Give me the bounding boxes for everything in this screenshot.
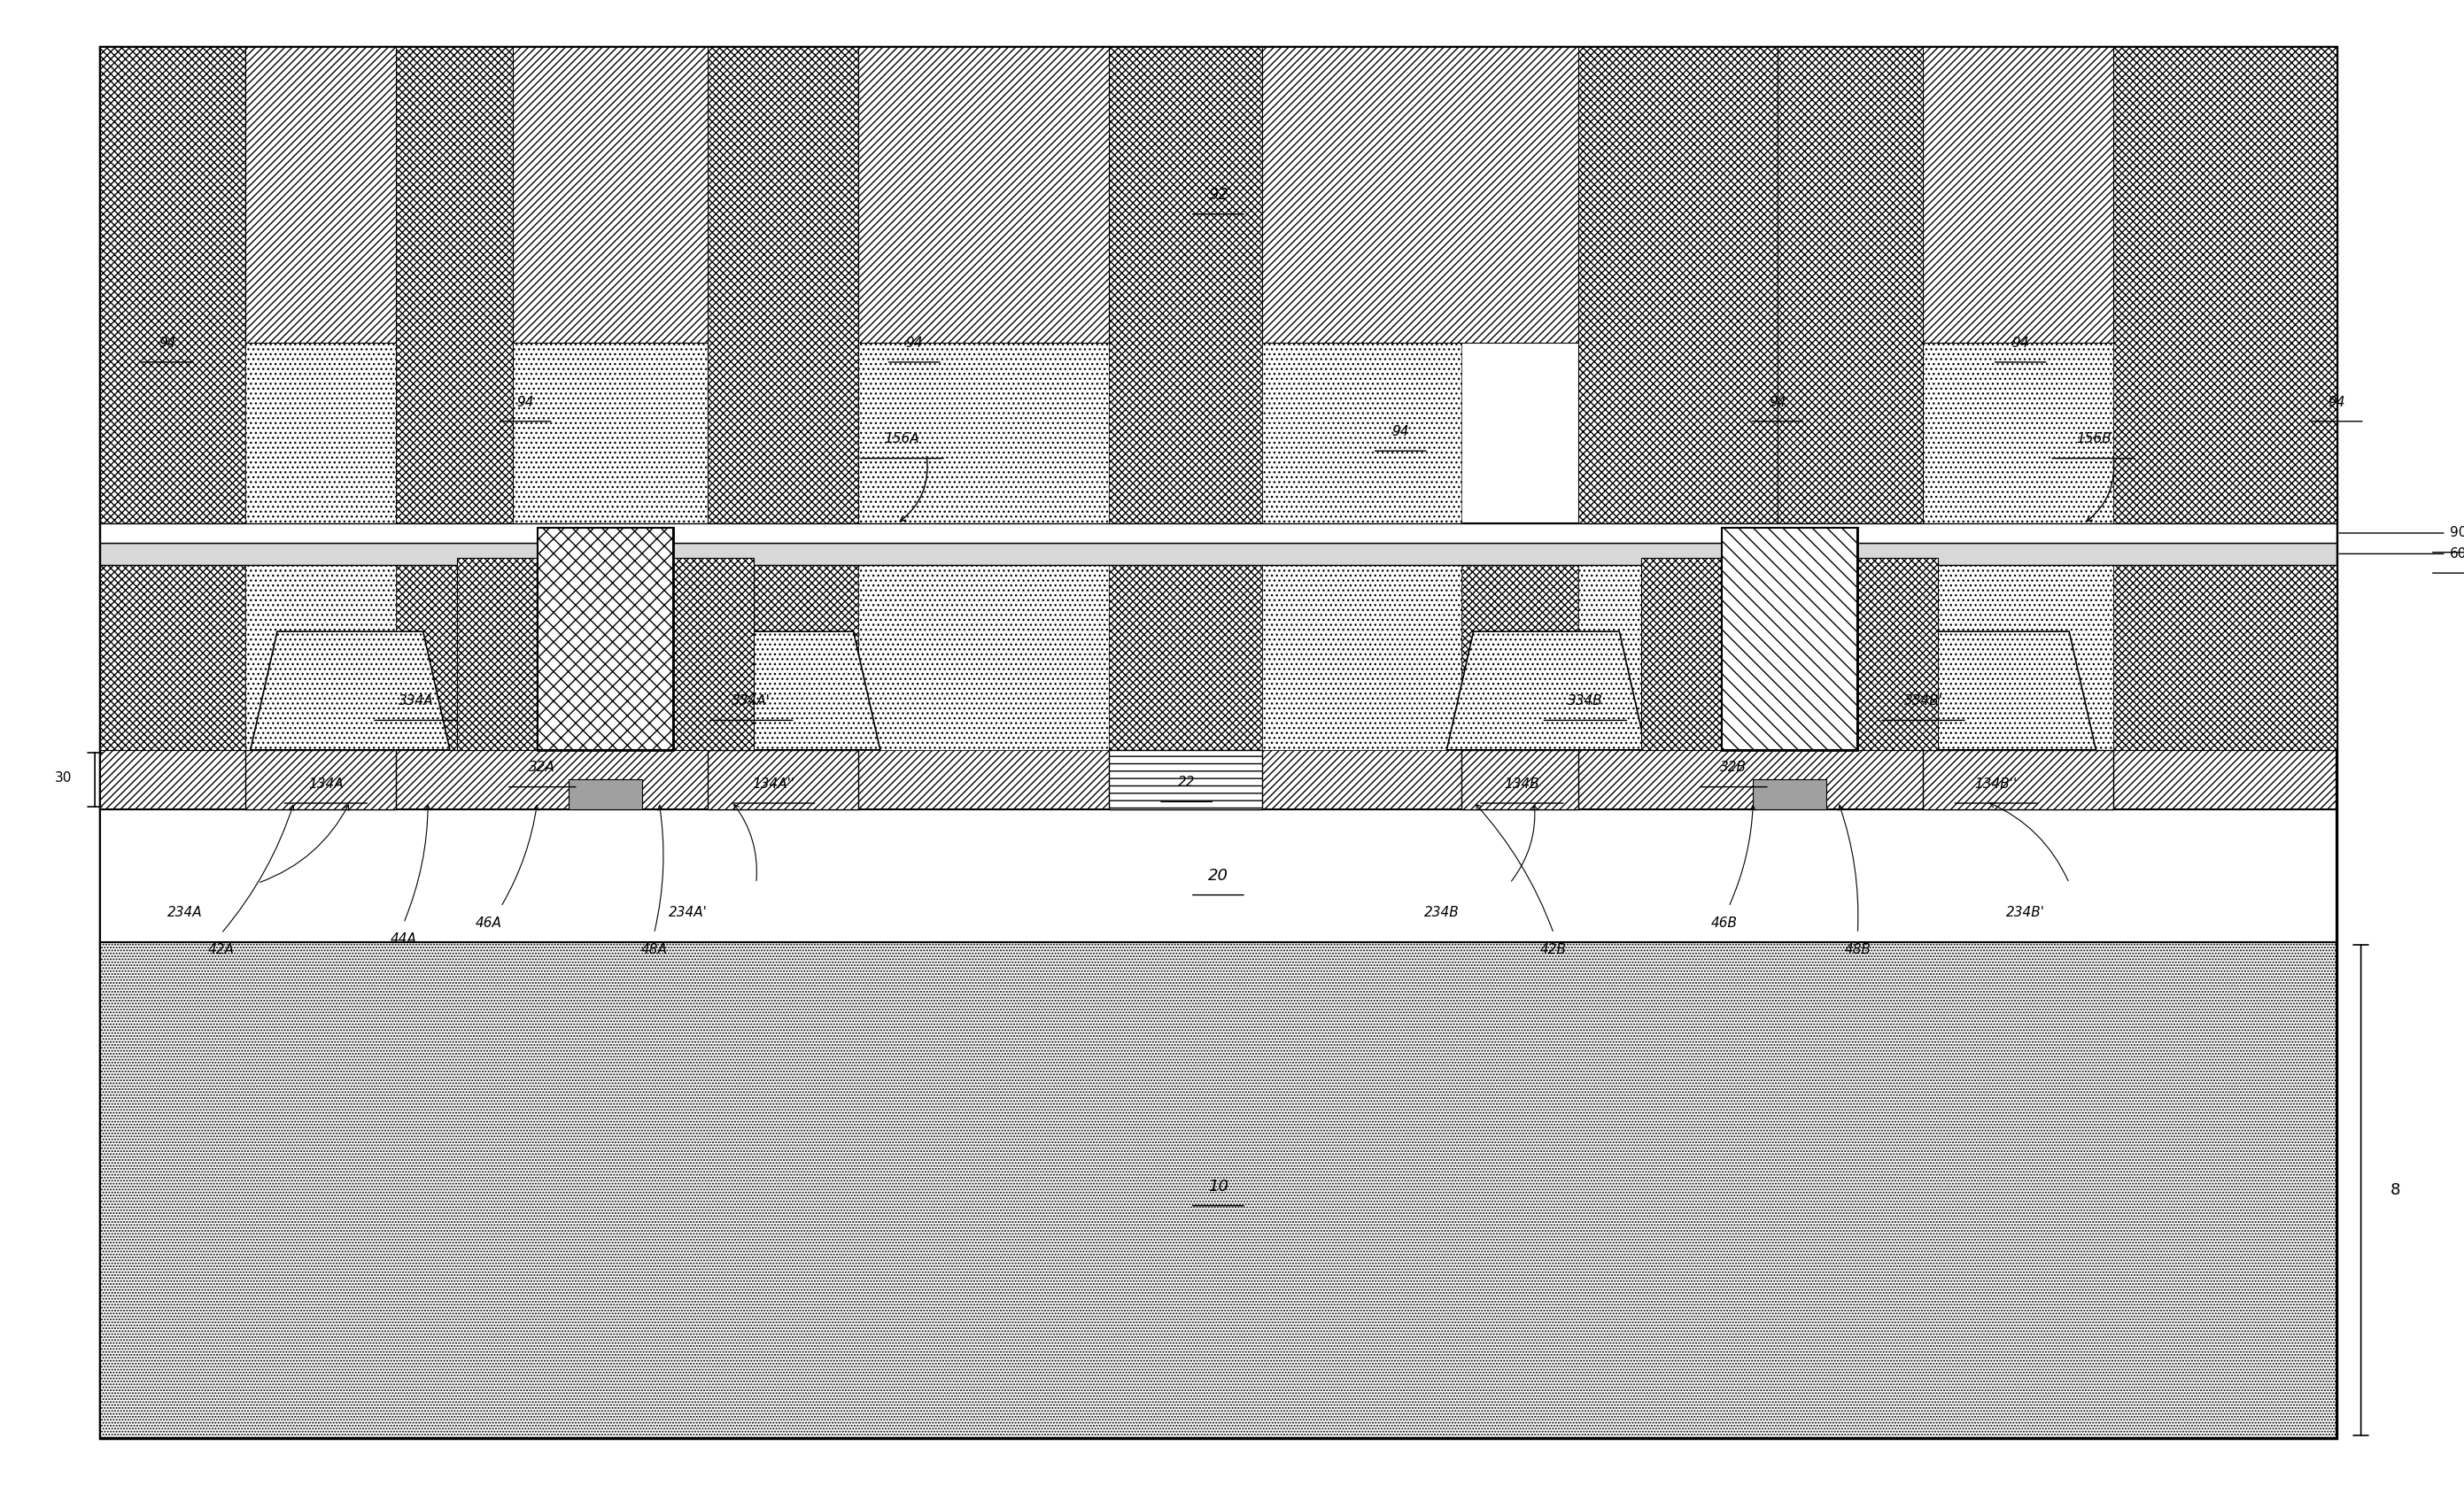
Bar — [99, 48, 246, 523]
Bar — [1924, 564, 2114, 750]
Bar — [246, 48, 1109, 343]
Text: 94: 94 — [2328, 395, 2346, 408]
Bar — [1777, 48, 1924, 523]
Text: 8: 8 — [2390, 1182, 2400, 1198]
Polygon shape — [1446, 631, 1646, 750]
Text: 234A': 234A' — [668, 906, 707, 919]
Bar — [1109, 564, 1262, 750]
Bar — [1858, 557, 1937, 750]
Bar — [707, 564, 857, 750]
Text: 48B: 48B — [1846, 943, 1870, 956]
Text: 94: 94 — [1769, 395, 1786, 408]
Bar — [857, 564, 1109, 750]
Text: 234B: 234B — [1424, 906, 1459, 919]
Bar — [2114, 48, 2336, 523]
Bar — [99, 809, 2336, 943]
Bar — [99, 542, 2336, 564]
Text: 134B: 134B — [1506, 777, 1540, 790]
Text: 234A: 234A — [168, 906, 202, 919]
Text: 94: 94 — [907, 336, 924, 349]
Text: 234B': 234B' — [2006, 906, 2045, 919]
Text: 334A': 334A' — [732, 695, 771, 708]
Text: 334A: 334A — [399, 695, 434, 708]
Bar — [99, 564, 2336, 750]
Bar — [707, 48, 857, 523]
Text: 134A: 134A — [308, 777, 342, 790]
Bar — [513, 564, 707, 750]
Text: 22: 22 — [1178, 775, 1195, 789]
Text: 94: 94 — [2013, 336, 2030, 349]
Text: 334B': 334B' — [1905, 695, 1942, 708]
Text: 156A: 156A — [885, 432, 919, 446]
Text: 44A: 44A — [389, 933, 416, 946]
Bar — [1577, 343, 1777, 523]
Text: 32A: 32A — [530, 760, 554, 774]
Bar — [1777, 564, 1924, 750]
Bar — [1752, 780, 1826, 809]
Text: 60: 60 — [2449, 546, 2464, 560]
Bar — [1109, 750, 1262, 809]
Bar — [246, 343, 397, 523]
Text: 94: 94 — [517, 395, 535, 408]
Bar — [1722, 527, 1858, 750]
Text: 42A: 42A — [207, 943, 234, 956]
Text: 134A'': 134A'' — [752, 777, 793, 790]
Text: 156B: 156B — [2075, 432, 2112, 446]
Polygon shape — [251, 631, 451, 750]
Bar — [1577, 564, 1777, 750]
Text: 48A: 48A — [641, 943, 668, 956]
Text: 20: 20 — [1207, 867, 1230, 884]
Bar — [707, 750, 857, 809]
Bar — [246, 564, 397, 750]
Bar — [1262, 564, 1461, 750]
Text: 42B: 42B — [1540, 943, 1567, 956]
Bar — [1577, 48, 1777, 523]
Bar — [458, 557, 537, 750]
Bar — [513, 343, 707, 523]
Bar — [1641, 557, 1722, 750]
Bar — [99, 750, 2336, 809]
Bar — [2114, 564, 2336, 750]
Text: 10: 10 — [1207, 1179, 1230, 1194]
Bar — [246, 750, 397, 809]
Text: 334B: 334B — [1567, 695, 1604, 708]
Bar — [397, 564, 513, 750]
Polygon shape — [680, 631, 880, 750]
Bar — [397, 48, 513, 523]
Bar — [99, 564, 246, 750]
Text: 30: 30 — [54, 771, 71, 784]
Bar — [1262, 48, 2114, 343]
Bar — [99, 523, 2336, 542]
Bar — [1461, 564, 1577, 750]
Bar — [1461, 750, 1577, 809]
Text: 46A: 46A — [476, 916, 503, 930]
Bar — [1109, 48, 1262, 523]
Bar — [1262, 343, 1461, 523]
Text: 32B: 32B — [1720, 760, 1747, 774]
Bar — [99, 943, 2336, 1437]
Text: 92: 92 — [1207, 187, 1230, 203]
Text: 90: 90 — [2449, 526, 2464, 539]
Bar — [537, 527, 673, 750]
Bar — [1924, 750, 2114, 809]
Bar — [1722, 527, 1858, 750]
Bar — [857, 343, 1109, 523]
Bar — [1924, 343, 2114, 523]
Bar — [673, 557, 754, 750]
Text: 94: 94 — [160, 336, 177, 349]
Text: 46B: 46B — [1710, 916, 1737, 930]
Polygon shape — [1897, 631, 2097, 750]
Text: 134B'': 134B'' — [1974, 777, 2018, 790]
Bar — [537, 527, 673, 750]
Bar — [569, 780, 643, 809]
Text: 94: 94 — [1392, 425, 1409, 438]
Bar — [99, 48, 2336, 523]
